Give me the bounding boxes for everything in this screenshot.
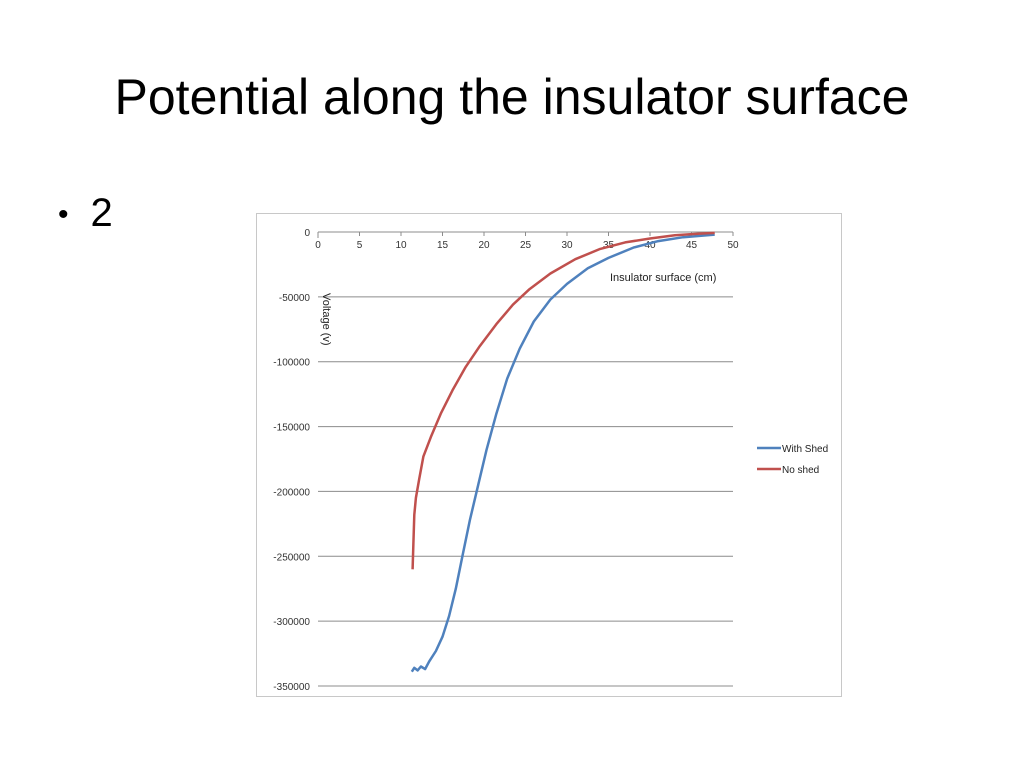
x-tick-label: 0 xyxy=(315,240,321,251)
chart-frame: 0 -50000 -100000 -150000 -200000 -250000 -3000… xyxy=(256,213,842,697)
y-tick-label: -150000 xyxy=(273,423,310,434)
y-tick-label: -350000 xyxy=(273,682,310,693)
series-line-0 xyxy=(410,233,715,673)
bullet-item: • 2 xyxy=(58,188,113,240)
y-tick-label: -250000 xyxy=(273,552,310,563)
x-tick-label: 5 xyxy=(357,240,363,251)
bullet-text: 2 xyxy=(90,191,113,235)
voltage-chart: 0 -50000 -100000 -150000 -200000 -250000 -3000… xyxy=(273,228,828,693)
x-tick-label: 50 xyxy=(727,240,739,251)
x-tick-label: 15 xyxy=(437,240,449,251)
legend: With Shed No shed xyxy=(757,444,828,476)
legend-label-0: With Shed xyxy=(782,444,828,455)
x-tick-label: 10 xyxy=(395,240,407,251)
y-tick-label: -50000 xyxy=(279,293,311,304)
bullet-dot: • xyxy=(58,198,69,232)
y-tick-label: 0 xyxy=(304,228,310,239)
x-tick-label: 20 xyxy=(478,240,490,251)
slide-title: Potential along the insulator surface xyxy=(114,69,910,125)
series-layer xyxy=(410,231,715,673)
legend-label-1: No shed xyxy=(782,465,819,476)
y-tick-label: -300000 xyxy=(273,617,310,628)
y-tick-labels: 0 -50000 -100000 -150000 -200000 -250000 -3000… xyxy=(273,228,310,693)
x-tick-labels: 0 5 10 15 20 25 30 35 40 45 50 xyxy=(315,240,739,251)
x-tick-label: 45 xyxy=(686,240,698,251)
series-line-1 xyxy=(411,231,715,570)
x-tick-label: 25 xyxy=(520,240,532,251)
x-axis-title: Insulator surface (cm) xyxy=(610,272,716,284)
x-tick-label: 30 xyxy=(561,240,573,251)
y-tick-label: -200000 xyxy=(273,487,310,498)
y-axis-title: Voltage (v) xyxy=(320,293,332,346)
x-tick-label: 40 xyxy=(644,240,656,251)
y-tick-label: -100000 xyxy=(273,358,310,369)
grid-layer xyxy=(317,231,734,687)
